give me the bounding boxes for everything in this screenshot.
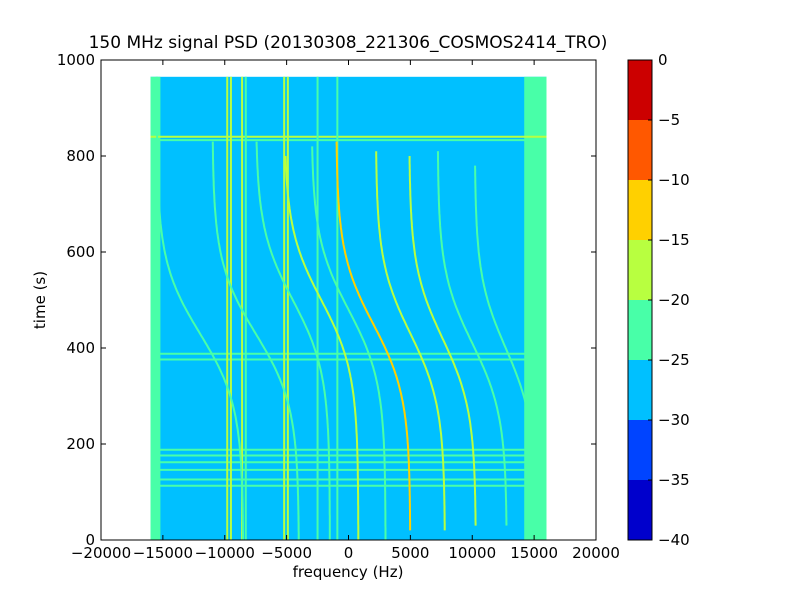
- doppler-track-4: [311, 146, 387, 540]
- colorbar-segment: [628, 60, 652, 120]
- x-tick-label: 10000: [448, 544, 496, 562]
- doppler-track-2: [255, 141, 331, 540]
- colorbar-segment: [628, 480, 652, 540]
- colorbar-segment: [628, 120, 652, 180]
- x-tick-label: 5000: [391, 544, 429, 562]
- x-tick-label: 20000: [572, 544, 620, 562]
- doppler-track-5: [335, 141, 412, 531]
- colorbar-segment: [628, 300, 652, 360]
- colorbar-segment: [628, 240, 652, 300]
- y-tick-label: 1000: [57, 51, 95, 69]
- doppler-track-9: [474, 165, 537, 516]
- x-tick-label: −10000: [195, 544, 255, 562]
- doppler-track-8: [436, 151, 508, 526]
- colorbar-tick-label: −40: [658, 531, 690, 549]
- x-axis-ticks: −20000 −15000 −10000 −5000 0 5000 10000 15000 20…: [71, 60, 620, 562]
- colorbar-segment: [628, 420, 652, 480]
- colorbar-tick-label: 0: [658, 51, 668, 69]
- x-tick-label: 15000: [510, 544, 558, 562]
- doppler-track-10: [529, 165, 543, 253]
- colorbar-tick-label: −15: [658, 231, 690, 249]
- colorbar-ticks: −40 −35 −30 −25 −20 −15 −10 −5 0: [648, 51, 690, 549]
- colorbar: [627, 59, 653, 541]
- y-tick-label: 400: [66, 339, 95, 357]
- x-tick-label: −20000: [71, 544, 131, 562]
- colorbar-tick-label: −10: [658, 171, 690, 189]
- y-tick-label: 800: [66, 147, 95, 165]
- y-axis-label: time (s): [31, 271, 49, 329]
- heatmap-plot-area: [150, 76, 547, 540]
- colorbar-tick-label: −35: [658, 471, 690, 489]
- y-tick-label: 200: [66, 435, 95, 453]
- edge-band-0: [150, 76, 161, 540]
- chart-title: 150 MHz signal PSD (20130308_221306_COSM…: [89, 33, 608, 53]
- y-tick-label: 0: [85, 531, 95, 549]
- doppler-track-7: [408, 156, 477, 526]
- colorbar-segment: [628, 180, 652, 240]
- colorbar-segment: [628, 360, 652, 420]
- doppler-track-1: [211, 141, 300, 540]
- doppler-track-0: [155, 76, 244, 540]
- x-tick-label: −5000: [261, 544, 312, 562]
- y-axis-ticks: 0 200 400 600 800 1000: [57, 51, 596, 549]
- doppler-track-3: [284, 155, 360, 540]
- doppler-track-6: [375, 151, 446, 531]
- colorbar-tick-label: −30: [658, 411, 690, 429]
- colorbar-tick-label: −25: [658, 351, 690, 369]
- x-tick-label: −15000: [133, 544, 193, 562]
- x-tick-label: 0: [344, 544, 354, 562]
- x-axis-label: frequency (Hz): [293, 563, 404, 581]
- y-tick-label: 600: [66, 243, 95, 261]
- colorbar-tick-label: −20: [658, 291, 690, 309]
- colorbar-tick-label: −5: [658, 111, 680, 129]
